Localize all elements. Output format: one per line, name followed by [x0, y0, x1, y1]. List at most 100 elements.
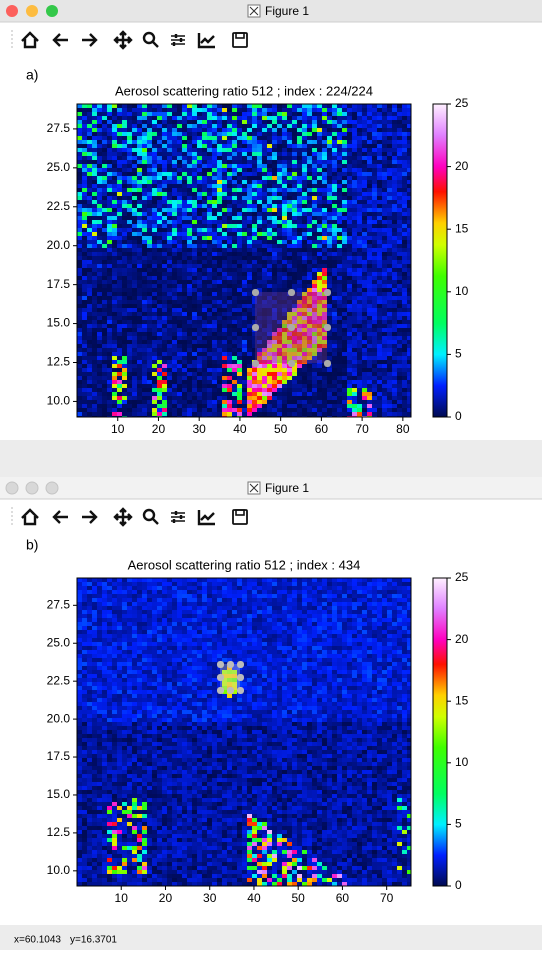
heatmap-cell: [82, 156, 87, 160]
heatmap-cell: [252, 184, 257, 188]
heatmap-cell: [252, 204, 257, 208]
heatmap-cell: [92, 272, 97, 276]
heatmap-cell: [82, 364, 87, 368]
heatmap-cell: [357, 192, 362, 196]
heatmap-cell: [352, 356, 357, 360]
heatmap-cell: [302, 288, 307, 292]
heatmap-cell: [232, 288, 237, 292]
heatmap-cell: [342, 200, 347, 204]
heatmap-cell: [247, 168, 252, 172]
heatmap-cell: [337, 104, 342, 108]
heatmap-cell: [92, 368, 97, 372]
heatmap-cell: [117, 240, 122, 244]
heatmap-cell: [392, 336, 397, 340]
heatmap-cell: [212, 128, 217, 132]
heatmap-cell: [102, 308, 107, 312]
heatmap-cell: [242, 264, 247, 268]
heatmap-cell: [82, 108, 87, 112]
heatmap-cell: [107, 148, 112, 152]
heatmap-cell: [402, 376, 407, 380]
heatmap-cell: [372, 292, 377, 296]
heatmap-cell: [352, 264, 357, 268]
heatmap-cell: [217, 188, 222, 192]
heatmap-cell: [387, 164, 392, 168]
heatmap-cell: [137, 332, 142, 336]
heatmap-cell: [112, 172, 117, 176]
window-control[interactable]: [46, 5, 58, 17]
heatmap-cell: [367, 220, 372, 224]
heatmap-cell: [142, 192, 147, 196]
heatmap-cell: [197, 148, 202, 152]
heatmap-cell: [147, 228, 152, 232]
heatmap-cell: [147, 364, 152, 368]
heatmap-cell: [327, 144, 332, 148]
window-control[interactable]: [6, 5, 18, 17]
heatmap-cell: [377, 104, 382, 108]
heatmap-cell: [102, 284, 107, 288]
heatmap-cell: [267, 192, 272, 196]
heatmap-cell: [147, 104, 152, 108]
heatmap-cell: [287, 220, 292, 224]
heatmap-cell: [217, 164, 222, 168]
heatmap-cell: [102, 140, 107, 144]
heatmap-cell: [242, 396, 247, 400]
heatmap-cell: [182, 212, 187, 216]
heatmap-cell: [307, 288, 312, 292]
heatmap-cell: [352, 216, 357, 220]
heatmap-cell: [382, 396, 387, 400]
heatmap-cell: [122, 208, 127, 212]
heatmap-cell: [152, 388, 157, 392]
heatmap-cell: [377, 208, 382, 212]
heatmap-cell: [167, 320, 172, 324]
heatmap-cell: [277, 256, 282, 260]
heatmap-cell: [82, 248, 87, 252]
heatmap-cell: [247, 392, 252, 396]
heatmap-cell: [227, 356, 232, 360]
heatmap-cell: [182, 288, 187, 292]
heatmap-cell: [337, 276, 342, 280]
heatmap-cell: [387, 144, 392, 148]
heatmap-cell: [347, 248, 352, 252]
heatmap-cell: [117, 220, 122, 224]
heatmap-cell: [337, 316, 342, 320]
heatmap-cell: [92, 364, 97, 368]
heatmap-cell: [292, 128, 297, 132]
heatmap-cell: [332, 304, 337, 308]
heatmap-cell: [262, 184, 267, 188]
heatmap-cell: [122, 348, 127, 352]
heatmap-cell: [102, 328, 107, 332]
heatmap-cell: [197, 104, 202, 108]
heatmap-cell: [117, 104, 122, 108]
heatmap-cell: [122, 380, 127, 384]
heatmap-cell: [402, 120, 407, 124]
heatmap-cell: [347, 392, 352, 396]
heatmap-cell: [92, 256, 97, 260]
heatmap-cell: [257, 104, 262, 108]
heatmap-cell: [107, 280, 112, 284]
heatmap-cell: [137, 364, 142, 368]
heatmap-cell: [192, 292, 197, 296]
heatmap-cell: [397, 328, 402, 332]
heatmap-cell: [327, 300, 332, 304]
heatmap-cell: [297, 392, 302, 396]
heatmap-cell: [157, 140, 162, 144]
heatmap-cell: [337, 388, 342, 392]
heatmap-cell: [212, 144, 217, 148]
heatmap-cell: [352, 308, 357, 312]
heatmap-cell: [192, 388, 197, 392]
heatmap-cell: [322, 268, 327, 272]
heatmap-cell: [147, 280, 152, 284]
heatmap-cell: [377, 324, 382, 328]
heatmap-cell: [162, 360, 167, 364]
heatmap-cell: [337, 228, 342, 232]
heatmap-cell: [372, 112, 377, 116]
heatmap-cell: [377, 292, 382, 296]
heatmap-cell: [277, 116, 282, 120]
window-control[interactable]: [26, 5, 38, 17]
heatmap-cell: [332, 204, 337, 208]
heatmap-cell: [182, 144, 187, 148]
heatmap-cell: [187, 256, 192, 260]
heatmap-cell: [342, 272, 347, 276]
configure-button[interactable]: [171, 34, 185, 46]
heatmap-cell: [97, 320, 102, 324]
